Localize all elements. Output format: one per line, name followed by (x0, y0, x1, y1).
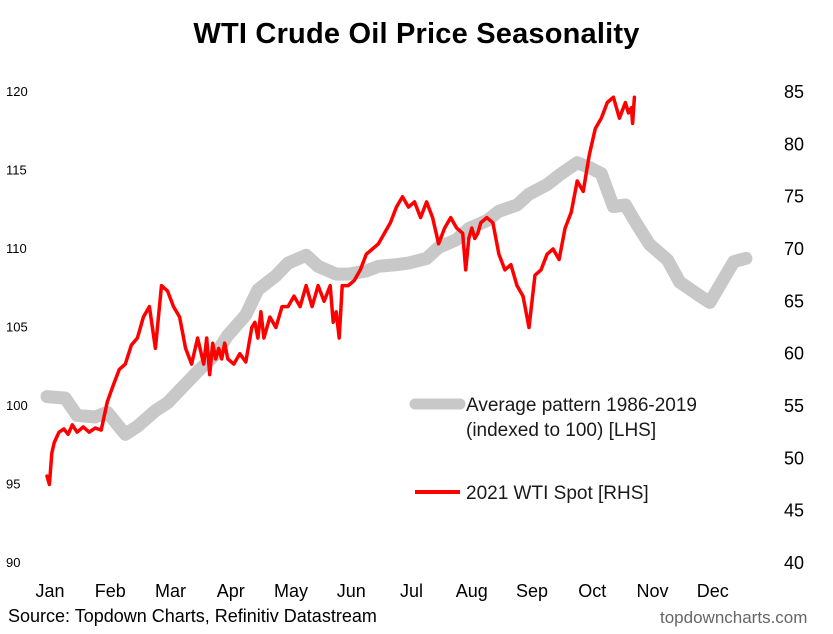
y-left-tick-label: 115 (6, 163, 27, 178)
x-tick-label: Jan (35, 581, 64, 601)
x-tick-label: Aug (456, 581, 488, 601)
y-right-tick-label: 70 (784, 239, 804, 259)
y-left-tick-label: 120 (6, 84, 28, 99)
y-left-tick-label: 110 (6, 241, 27, 256)
source-note: Source: Topdown Charts, Refinitiv Datast… (8, 606, 377, 626)
y-left-tick-label: 100 (6, 398, 28, 413)
x-tick-label: Mar (155, 581, 186, 601)
y-right-tick-label: 55 (784, 396, 804, 416)
x-tick-label: Oct (578, 581, 606, 601)
x-tick-label: Dec (697, 581, 729, 601)
y-left-tick-label: 90 (6, 555, 20, 570)
y-right-tick-label: 60 (784, 344, 804, 364)
y-right-tick-label: 85 (784, 82, 804, 102)
x-tick-label: Apr (217, 581, 245, 601)
x-tick-label: Jul (400, 581, 423, 601)
y-right-tick-label: 65 (784, 291, 804, 311)
series-line-spot (45, 95, 637, 487)
y-right-tick-label: 45 (784, 501, 804, 521)
legend-label-average-line1: Average pattern 1986-2019 (466, 395, 697, 416)
watermark: topdowncharts.com (660, 608, 808, 627)
chart-title: WTI Crude Oil Price Seasonality (193, 18, 640, 50)
series-line-average (40, 156, 753, 441)
x-tick-label: Jun (337, 581, 366, 601)
y-right-tick-label: 75 (784, 187, 804, 207)
x-tick-label: Sep (516, 581, 548, 601)
y-right-tick-label: 50 (784, 448, 804, 468)
x-tick-label: May (274, 581, 308, 601)
y-left-tick-label: 95 (6, 477, 20, 492)
y-left-tick-label: 105 (6, 320, 28, 335)
legend-label-spot: 2021 WTI Spot [RHS] (466, 483, 649, 504)
x-tick-label: Nov (637, 581, 669, 601)
x-tick-label: Feb (95, 581, 126, 601)
y-right-tick-label: 40 (784, 553, 804, 573)
legend-label-average-line2: (indexed to 100) [LHS] (466, 420, 656, 441)
y-right-tick-label: 80 (784, 134, 804, 154)
